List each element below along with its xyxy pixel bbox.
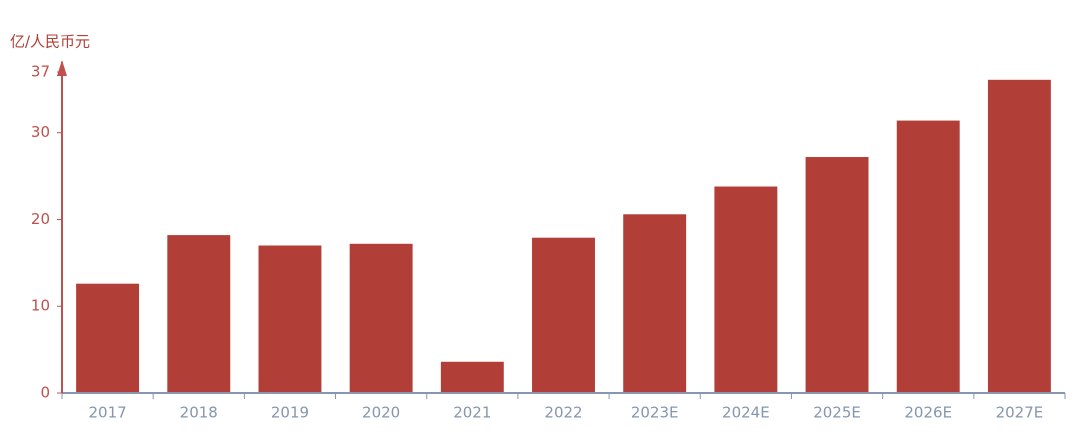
x-tick-label: 2020 xyxy=(362,404,400,422)
x-tick-label: 2026E xyxy=(904,404,952,422)
bar xyxy=(714,186,778,393)
bar xyxy=(805,157,869,393)
bar xyxy=(76,283,140,393)
y-tick-label: 10 xyxy=(31,297,50,315)
x-tick-label: 2019 xyxy=(271,404,309,422)
x-tick-label: 2027E xyxy=(996,404,1044,422)
x-tick-label: 2018 xyxy=(180,404,218,422)
bar xyxy=(532,237,595,393)
bar xyxy=(349,243,413,393)
y-tick-label: 30 xyxy=(31,123,50,141)
bar xyxy=(167,235,231,393)
x-tick-label: 2021 xyxy=(453,404,491,422)
bar xyxy=(440,361,504,393)
y-axis-label: 亿/人民币元 xyxy=(10,33,90,51)
y-tick-label: 20 xyxy=(31,210,50,228)
bar xyxy=(623,214,687,393)
y-tick-label: 37 xyxy=(31,63,50,81)
y-tick-label: 0 xyxy=(40,384,50,402)
bar xyxy=(258,245,322,393)
bar xyxy=(987,79,1051,393)
bar xyxy=(896,120,960,393)
x-tick-label: 2025E xyxy=(813,404,861,422)
x-tick-label: 2023E xyxy=(631,404,679,422)
x-tick-label: 2024E xyxy=(722,404,770,422)
x-tick-label: 2022 xyxy=(544,404,582,422)
x-tick-label: 2017 xyxy=(88,404,126,422)
y-axis-arrow xyxy=(57,60,67,76)
